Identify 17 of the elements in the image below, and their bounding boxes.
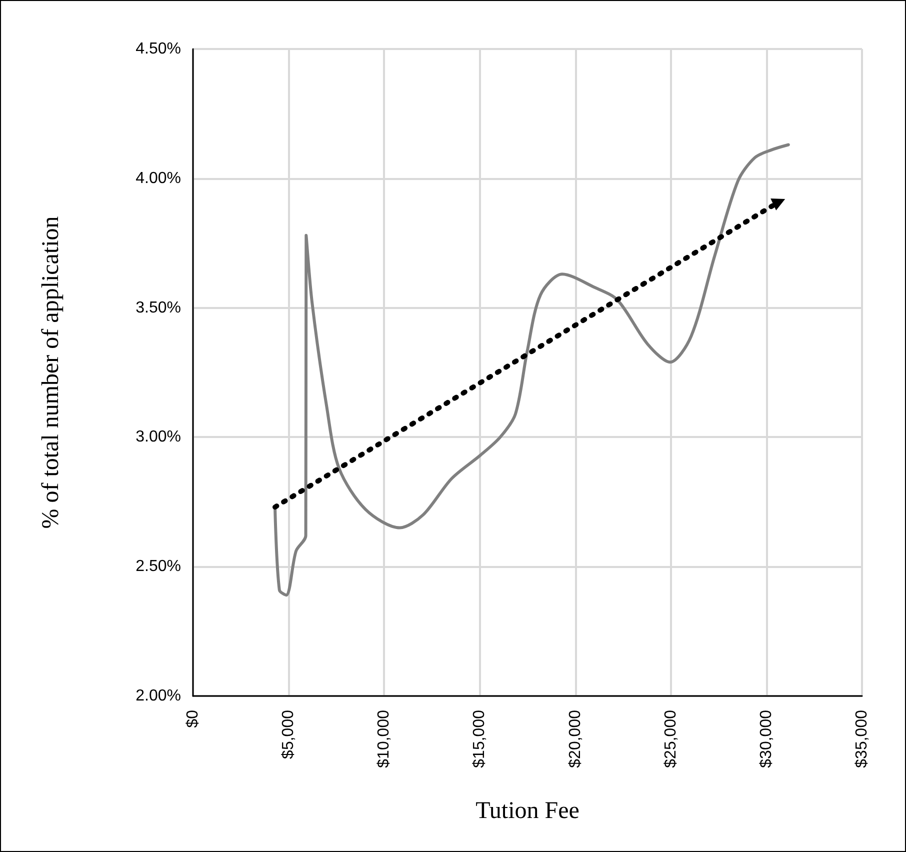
y-axis-title: % of total number of application	[38, 216, 64, 529]
x-tick-label: $15,000	[471, 710, 488, 768]
x-axis-title: Tution Fee	[476, 798, 580, 824]
x-tick-label: $20,000	[566, 710, 584, 768]
y-tick-label: 2.50%	[136, 558, 181, 576]
line-series	[274, 143, 790, 597]
x-tick-label: $35,000	[854, 710, 870, 768]
x-tick-label: $0	[184, 710, 202, 728]
y-tick-label: 3.00%	[136, 428, 181, 446]
x-tick-label: $25,000	[662, 710, 680, 768]
y-tick-label: 3.50%	[136, 299, 181, 316]
x-tick-label: $30,000	[758, 710, 775, 768]
y-tick-label: 2.00%	[136, 688, 181, 704]
x-tick-label: $10,000	[376, 710, 393, 768]
y-tick-label: 4.00%	[136, 170, 181, 187]
y-tick-label: 4.50%	[136, 40, 181, 58]
x-tick-label: $5,000	[280, 710, 298, 759]
